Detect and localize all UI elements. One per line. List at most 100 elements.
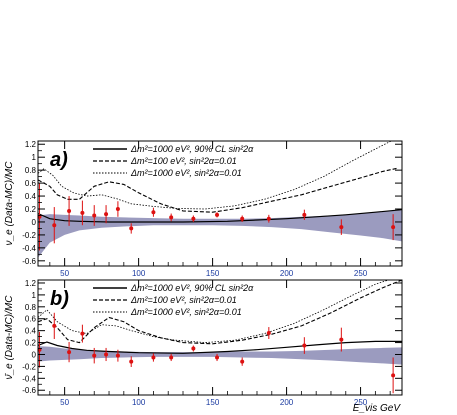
data-marker <box>129 359 134 364</box>
plot-frame-b <box>37 279 403 396</box>
data-marker <box>92 213 97 218</box>
y-tick-label: 1.2 <box>25 279 37 288</box>
series-dotted-b <box>38 280 390 344</box>
y-tick-label: -0.4 <box>22 244 36 253</box>
x-axis-label: E_vis GeV <box>353 403 402 414</box>
data-point <box>115 201 120 217</box>
data-point <box>266 327 271 339</box>
data-marker <box>67 350 72 355</box>
y-tick-label: 0.6 <box>25 315 37 324</box>
data-point <box>169 213 174 222</box>
data-point <box>104 205 109 224</box>
x-tick-label: 150 <box>206 398 220 407</box>
y-tick-label: 0.2 <box>25 339 37 348</box>
data-marker <box>104 352 109 357</box>
y-tick-label: 0.2 <box>25 205 37 214</box>
data-marker <box>151 355 156 360</box>
data-marker <box>169 215 174 220</box>
data-point <box>151 207 156 217</box>
data-point <box>67 341 72 363</box>
y-tick-label: -0.4 <box>22 374 36 383</box>
y-tick-label: 0 <box>32 218 37 227</box>
panel-b: -0.6 -0.4 -0.2 0 0.2 0.4 0.6 0.8 1 1.2 50 100 150 200… <box>4 279 403 414</box>
data-point <box>266 214 271 223</box>
legend-label: Δm²=100 eV², sin²2α=0.01 <box>130 295 237 305</box>
y-tick-label: 0 <box>32 350 37 359</box>
data-point <box>339 219 344 235</box>
y-tick-label: 1 <box>32 153 37 162</box>
data-point <box>191 345 196 352</box>
y-tick-label: 0.4 <box>25 192 37 201</box>
data-marker <box>240 359 245 364</box>
data-marker <box>92 353 97 358</box>
series-dashed-a <box>38 167 398 213</box>
data-point <box>80 200 85 226</box>
series-solid-a <box>38 209 402 223</box>
panel-label-b: b) <box>50 288 69 310</box>
data-marker <box>115 353 120 358</box>
x-tick-label: 100 <box>132 398 146 407</box>
data-marker <box>52 323 57 328</box>
x-tick-label: 50 <box>60 269 69 278</box>
data-point <box>92 347 97 364</box>
data-point <box>80 324 85 343</box>
x-tick-label: 250 <box>354 398 368 407</box>
data-marker <box>215 355 220 360</box>
y-tick-label: 0.8 <box>25 166 37 175</box>
data-marker <box>391 373 396 378</box>
y-tick-label: -0.2 <box>22 231 36 240</box>
data-point <box>129 356 134 367</box>
y-tick-label: -0.2 <box>22 362 36 371</box>
data-marker <box>191 346 196 351</box>
legend-label: Δm²=1000 eV², sin²2α=0.01 <box>130 307 242 317</box>
y-tick-label: 0.4 <box>25 327 37 336</box>
data-marker <box>115 207 120 212</box>
data-point <box>52 207 57 244</box>
error-band-a <box>38 210 402 258</box>
y-tick-label: -0.6 <box>22 386 36 395</box>
x-tick-label: 250 <box>354 269 368 278</box>
series-dotted-a <box>38 141 393 210</box>
data-point <box>129 223 134 234</box>
data-point <box>104 347 109 362</box>
data-point <box>52 312 57 339</box>
panel-a: -0.6 -0.4 -0.2 0 0.2 0.4 0.6 0.8 1 1.2 50 100 150 200… <box>4 140 403 278</box>
y-tick-label: 1 <box>32 291 37 300</box>
data-marker <box>302 212 307 217</box>
y-axis-label-b: ν̄_e (Data-MC)/MC <box>4 295 15 380</box>
data-point <box>240 357 245 366</box>
legend-label: Δm²=1000 eV², 90% CL sin²2α <box>130 283 254 293</box>
data-point <box>215 212 220 218</box>
data-marker <box>339 337 344 342</box>
x-tick-label: 50 <box>60 398 69 407</box>
data-marker <box>67 208 72 213</box>
legend-label: Δm²=100 eV², sin²2α=0.01 <box>130 156 237 166</box>
data-point <box>191 215 196 222</box>
data-point <box>92 205 97 226</box>
data-marker <box>266 216 271 221</box>
data-point <box>302 337 307 354</box>
data-marker <box>169 355 174 360</box>
data-marker <box>52 223 57 228</box>
legend-label: Δm²=1000 eV², sin²2α=0.01 <box>130 168 242 178</box>
plot-frame-a <box>37 140 403 267</box>
data-marker <box>339 225 344 230</box>
series-solid-b <box>38 340 402 354</box>
x-tick-label: 200 <box>280 269 294 278</box>
data-point <box>115 349 120 362</box>
error-band-b <box>38 346 402 365</box>
data-point <box>240 215 245 222</box>
data-point <box>67 196 72 226</box>
data-point <box>151 353 156 362</box>
legend-label: Δm²=1000 eV², 90% CL sin²2α <box>130 144 254 154</box>
data-point <box>302 209 307 221</box>
panel-label-a: a) <box>50 149 68 171</box>
data-marker <box>391 225 396 230</box>
y-tick-label: 0.8 <box>25 303 37 312</box>
y-tick-label: 0.6 <box>25 179 37 188</box>
data-point <box>169 353 174 362</box>
x-tick-label: 200 <box>280 398 294 407</box>
data-marker <box>191 216 196 221</box>
x-tick-label: 100 <box>132 269 146 278</box>
data-marker <box>266 331 271 336</box>
